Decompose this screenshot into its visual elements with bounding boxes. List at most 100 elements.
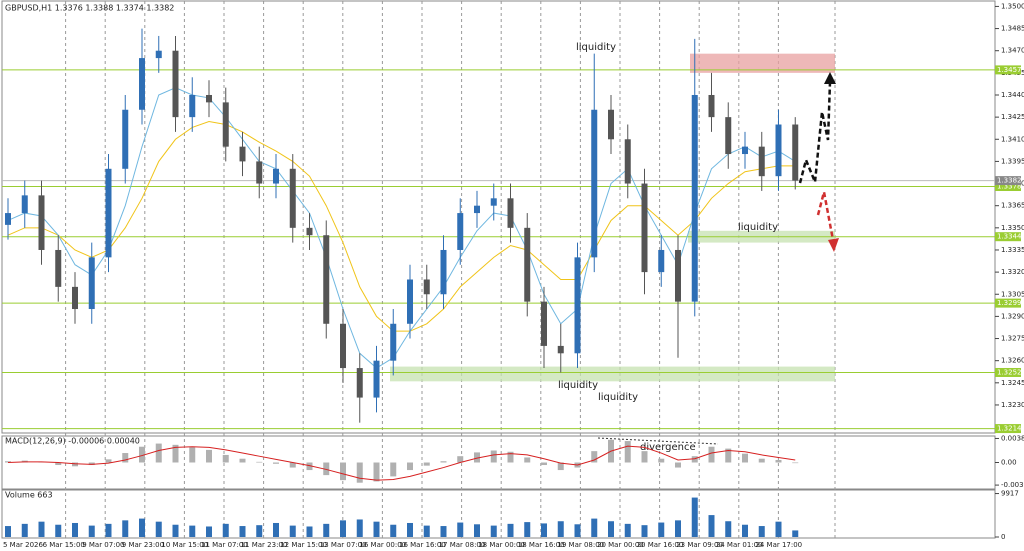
level-label: 1.3252 bbox=[997, 368, 1022, 376]
macd-bar bbox=[206, 449, 212, 463]
candle-body bbox=[725, 117, 732, 155]
y-tick-label: 1.3335 bbox=[1001, 246, 1024, 254]
candle-body bbox=[273, 168, 279, 184]
macd-bar bbox=[390, 462, 397, 477]
macd-bar bbox=[289, 462, 296, 468]
candle-body bbox=[775, 124, 782, 177]
y-tick-label: 1.3320 bbox=[1001, 268, 1024, 276]
macd-bar bbox=[407, 462, 413, 471]
annotation: liquidity bbox=[576, 42, 616, 53]
macd-tick-label: 0.00381 bbox=[1001, 434, 1024, 442]
candle-body bbox=[88, 257, 95, 310]
candle-body bbox=[507, 198, 514, 228]
volume-bar bbox=[792, 530, 799, 537]
x-tick-label: 6 Mar 15:00 bbox=[43, 541, 85, 549]
annotation: liquidity bbox=[558, 380, 598, 391]
x-tick-label: 18 Mar 00:00 bbox=[478, 541, 525, 549]
volume-bar bbox=[273, 522, 279, 537]
volume-bar bbox=[658, 522, 665, 537]
y-tick-label: 1.3440 bbox=[1001, 91, 1024, 99]
macd-bar bbox=[675, 462, 681, 468]
x-tick-label: 5 Mar 2026 bbox=[3, 541, 43, 549]
macd-signal bbox=[7, 445, 796, 481]
macd-bar bbox=[356, 462, 363, 483]
volume-label: Volume 663 bbox=[5, 491, 53, 500]
x-tick-label: 19 Mar 08:00 bbox=[557, 541, 604, 549]
annotation: liquidity bbox=[598, 392, 638, 403]
macd-bar bbox=[306, 462, 313, 471]
candle-body bbox=[574, 257, 581, 354]
macd-bar bbox=[641, 451, 648, 463]
candle-body bbox=[691, 94, 698, 302]
volume-bar bbox=[608, 521, 614, 537]
volume-bar bbox=[641, 525, 648, 537]
x-tick-label: 12 Mar 15:00 bbox=[280, 541, 327, 549]
annotation: divergence bbox=[640, 442, 696, 453]
macd-bar bbox=[591, 451, 598, 463]
candle-body bbox=[758, 146, 765, 177]
macd-bar bbox=[624, 441, 631, 463]
ma-fast bbox=[7, 87, 796, 369]
volume-bar bbox=[172, 524, 179, 537]
candle-body bbox=[407, 279, 413, 324]
volume-bar bbox=[390, 524, 397, 537]
candle-body bbox=[139, 58, 145, 110]
x-tick-label: 11 Mar 23:00 bbox=[241, 541, 288, 549]
macd-bar bbox=[222, 454, 229, 463]
candle-body bbox=[792, 124, 799, 181]
y-tick-label: 1.3500 bbox=[1001, 2, 1024, 10]
candle-body bbox=[122, 109, 129, 169]
volume-bar bbox=[306, 526, 313, 537]
candle-body bbox=[675, 249, 681, 302]
x-tick-label: 16 Mar 00:00 bbox=[359, 541, 406, 549]
candle-body bbox=[306, 227, 313, 236]
candle-body bbox=[206, 94, 212, 103]
volume-bar bbox=[775, 521, 782, 537]
x-tick-label: 24 Mar 17:00 bbox=[755, 541, 802, 549]
divergence-line bbox=[597, 437, 719, 445]
x-tick-label: 23 Mar 09:00 bbox=[676, 541, 723, 549]
y-tick-label: 1.3365 bbox=[1001, 202, 1024, 210]
candle-body bbox=[641, 183, 648, 273]
x-tick-label: 10 Mar 15:00 bbox=[161, 541, 208, 549]
macd-bar bbox=[708, 446, 715, 463]
y-tick-label: 1.3470 bbox=[1001, 47, 1024, 55]
level-label: 1.3214 bbox=[997, 425, 1022, 433]
volume-bar bbox=[591, 518, 598, 537]
volume-bar bbox=[474, 524, 480, 537]
ma-slow bbox=[7, 121, 796, 332]
candle-body bbox=[172, 50, 179, 118]
volume-bar bbox=[407, 522, 413, 537]
macd-bar bbox=[122, 453, 129, 463]
level-tag bbox=[995, 65, 1021, 75]
candle-body bbox=[356, 368, 363, 398]
volume-bar bbox=[574, 524, 581, 537]
symbol-header: GBPUSD,H1 1.3376 1.3388 1.3374 1.3382 bbox=[5, 4, 174, 13]
candle-body bbox=[155, 50, 162, 59]
price-tag bbox=[995, 176, 1021, 186]
x-tick-label: 16 Mar 16:00 bbox=[399, 541, 446, 549]
macd-bar bbox=[55, 462, 62, 466]
macd-bar bbox=[792, 462, 799, 464]
x-tick-label: 20 Mar 16:00 bbox=[637, 541, 684, 549]
volume-bar bbox=[340, 520, 346, 537]
volume-bar bbox=[440, 526, 447, 537]
level-label: 1.3378 bbox=[997, 183, 1022, 191]
volume-bar bbox=[742, 524, 748, 537]
candle-body bbox=[38, 195, 45, 250]
volume-bar bbox=[55, 524, 62, 537]
volume-bar bbox=[139, 518, 145, 537]
macd-bar bbox=[725, 448, 732, 463]
volume-bar bbox=[72, 522, 78, 537]
price-label: 1.3382 bbox=[997, 177, 1022, 185]
y-tick-label: 1.3230 bbox=[1001, 401, 1024, 409]
y-tick-label: 1.3245 bbox=[1001, 379, 1024, 387]
y-tick-label: 1.3425 bbox=[1001, 113, 1024, 121]
macd-bar bbox=[340, 462, 346, 481]
volume-bar bbox=[222, 523, 229, 537]
candle-body bbox=[390, 323, 397, 361]
candle-body bbox=[591, 109, 598, 258]
volume-bar bbox=[725, 521, 732, 537]
candle-body bbox=[742, 146, 748, 155]
